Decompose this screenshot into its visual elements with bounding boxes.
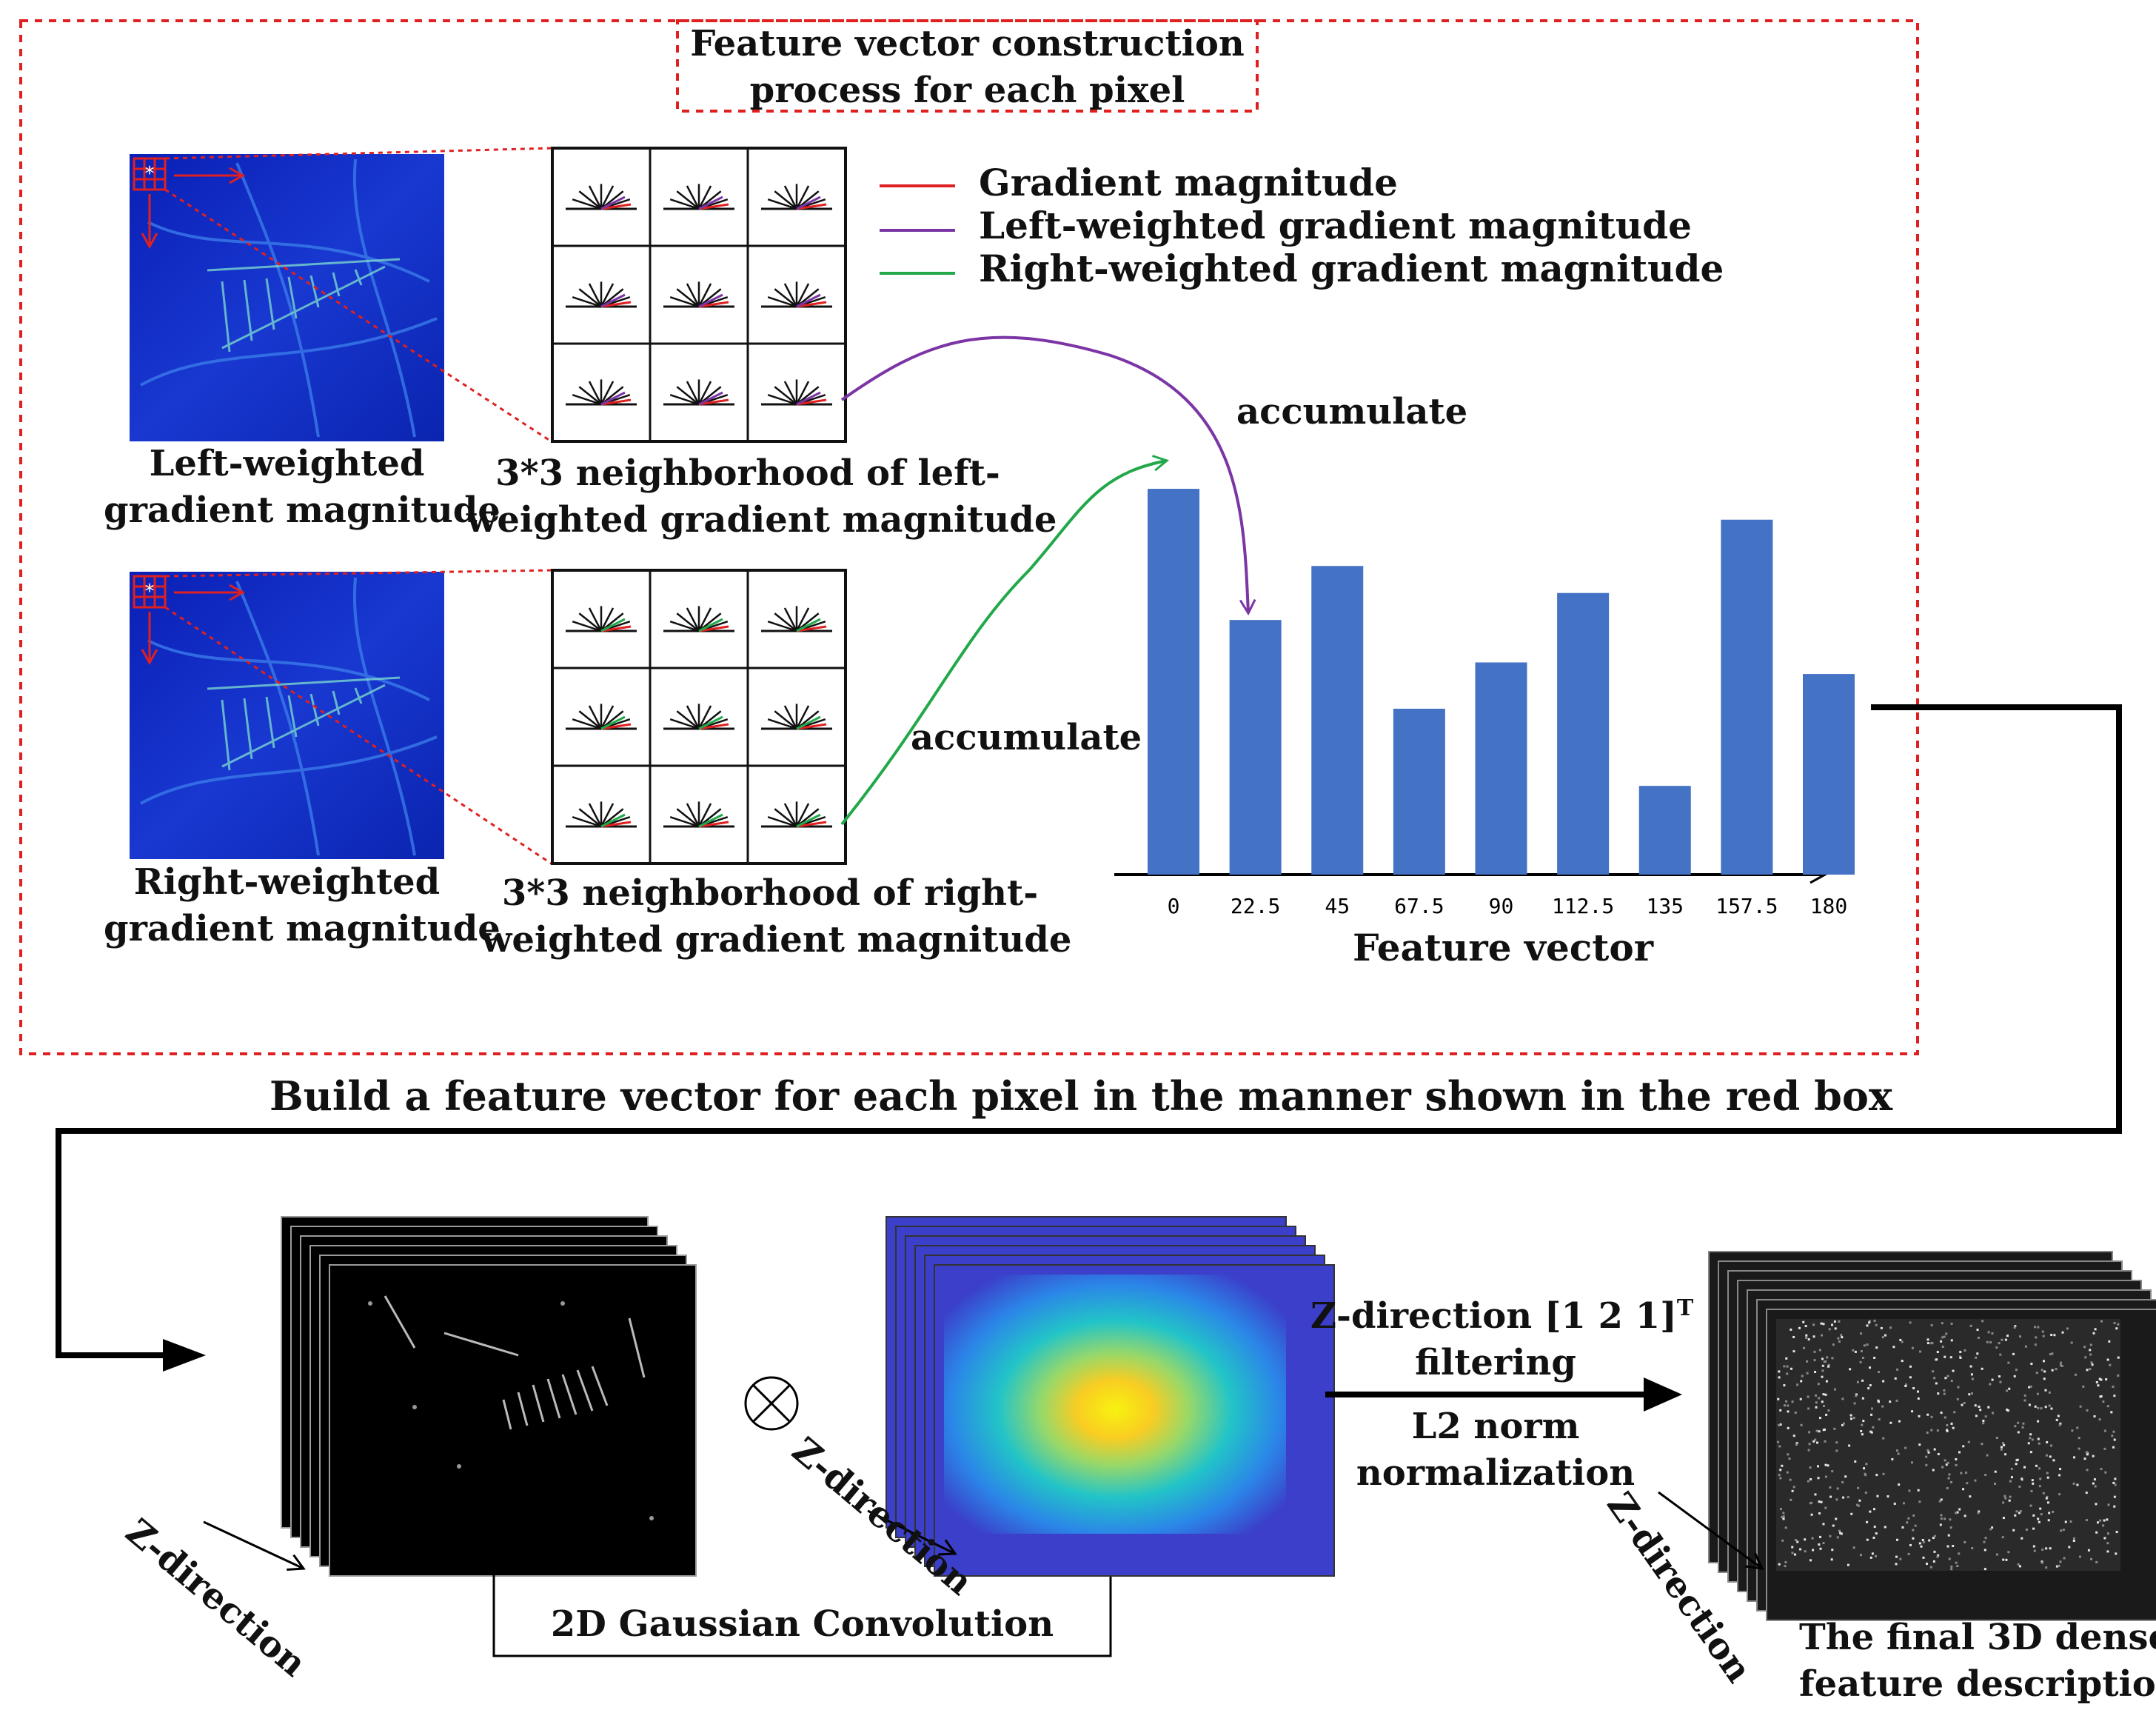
tick-label: 90 — [1489, 894, 1514, 918]
right-weighted-map: * — [130, 572, 444, 859]
flow-connector — [56, 704, 2122, 1358]
gradient-fan-icon — [663, 801, 734, 828]
flow-arrowhead — [163, 1339, 206, 1372]
tick-label: 67.5 — [1394, 894, 1444, 918]
gaussian-label: 2D Gaussian Convolution — [550, 1603, 1054, 1645]
bar-157.5 — [1721, 519, 1773, 875]
left-map-caption: Left-weighted gradient magnitude — [104, 441, 500, 534]
gradient-fan-icon — [566, 801, 637, 828]
gradient-fan-icon — [761, 184, 832, 210]
accumulate-arrow-green — [840, 455, 1170, 826]
transpose-sup: T — [1676, 1295, 1694, 1321]
construction-title: Feature vector construction process for … — [677, 21, 1257, 114]
tick-label: 45 — [1325, 894, 1350, 918]
legend: Gradient magnitude Left-weighted gradien… — [979, 161, 1724, 290]
build-caption: Build a feature vector for each pixel in… — [269, 1072, 1893, 1120]
norm-line1: L2 norm — [1411, 1406, 1580, 1447]
gradient-fan-icon — [566, 704, 637, 730]
accumulate-arrow-purple — [840, 335, 1256, 616]
right-map-line2: gradient magnitude — [104, 908, 500, 949]
gradient-fan-icon — [761, 801, 832, 828]
gradient-fan-icon — [663, 606, 734, 632]
title-line-1: Feature vector construction — [690, 23, 1245, 64]
left-grid-line2: weighted gradient magnitude — [466, 499, 1057, 541]
left-grid-caption: 3*3 neighborhood of left- weighted gradi… — [466, 450, 1057, 544]
final-line1: The final 3D dense — [1799, 1617, 2156, 1658]
gradient-fan-icon — [566, 606, 637, 632]
feature-stack — [281, 1216, 697, 1577]
final-feature-stack — [1708, 1251, 2156, 1621]
tick-label: 135 — [1646, 894, 1684, 918]
gradient-fan-icon — [566, 184, 637, 210]
gaussian-bracket — [492, 1546, 1112, 1657]
svg-text:*: * — [145, 163, 155, 185]
final-caption: The final 3D dense feature description — [1799, 1614, 2156, 1708]
left-map-line2: gradient magnitude — [104, 490, 500, 531]
feature-vector-label: Feature vector — [1352, 926, 1654, 969]
bar-22.5 — [1229, 620, 1282, 875]
tick-label: 180 — [1810, 894, 1848, 918]
gradient-fan-icon — [566, 281, 637, 308]
gradient-fan-icon — [663, 184, 734, 210]
filter-label: Z-direction [1 2 1]T filtering — [1310, 1285, 1693, 1386]
title-line-2: process for each pixel — [749, 70, 1185, 111]
bar-67.5 — [1393, 708, 1445, 875]
svg-text:*: * — [145, 581, 155, 603]
accumulate-label-bottom: accumulate — [911, 717, 1142, 758]
bar-180 — [1803, 674, 1855, 875]
zoom-lines — [164, 147, 553, 866]
gradient-fan-icon — [663, 379, 734, 406]
tick-label: 0 — [1168, 894, 1180, 918]
left-map-line1: Left-weighted — [149, 443, 425, 484]
norm-label: L2 norm normalization — [1310, 1403, 1681, 1497]
right-grid-caption: 3*3 neighborhood of right- weighted grad… — [481, 870, 1072, 963]
legend-left-weighted: Left-weighted gradient magnitude — [979, 204, 1692, 247]
gradient-fan-icon — [566, 379, 637, 406]
left-grid-line1: 3*3 neighborhood of left- — [495, 452, 1000, 494]
right-map-line1: Right-weighted — [133, 861, 441, 903]
filter-text: Z-direction [1 2 1] — [1310, 1295, 1677, 1337]
legend-gradient: Gradient magnitude — [979, 161, 1398, 204]
legend-right-weighted: Right-weighted gradient magnitude — [979, 247, 1724, 290]
accumulate-label-top: accumulate — [1236, 391, 1468, 432]
bar-135 — [1638, 786, 1691, 875]
tick-label: 112.5 — [1552, 894, 1614, 918]
bar-112.5 — [1557, 592, 1610, 875]
red-dashed-box — [19, 19, 1919, 1055]
tick-label: 22.5 — [1231, 894, 1280, 918]
gradient-fan-icon — [761, 281, 832, 308]
right-grid-line1: 3*3 neighborhood of right- — [501, 872, 1039, 914]
filter-line1: Z-direction [1 2 1]T — [1310, 1285, 1693, 1340]
gradient-fan-icon — [761, 704, 832, 730]
gradient-fan-icon — [663, 704, 734, 730]
gradient-fan-icon — [761, 606, 832, 632]
bar-0 — [1148, 489, 1199, 875]
right-map-caption: Right-weighted gradient magnitude — [104, 859, 500, 952]
feature-histogram: 0 22.5 45 67.5 90 112.5 135 157.5 180 — [1114, 489, 1855, 918]
gaussian-stack — [886, 1216, 1335, 1577]
title-box — [676, 19, 1259, 113]
norm-line2: normalization — [1356, 1452, 1636, 1494]
gradient-fan-icon — [663, 281, 734, 308]
tick-label: 157.5 — [1715, 894, 1778, 918]
filter-line2: filtering — [1415, 1342, 1576, 1383]
gradient-fan-icon — [761, 379, 832, 406]
right-grid-line2: weighted gradient magnitude — [481, 919, 1072, 961]
final-line2: feature description — [1799, 1663, 2156, 1705]
bar-45 — [1311, 566, 1364, 875]
left-weighted-map: * — [130, 154, 444, 441]
bar-90 — [1475, 662, 1527, 875]
